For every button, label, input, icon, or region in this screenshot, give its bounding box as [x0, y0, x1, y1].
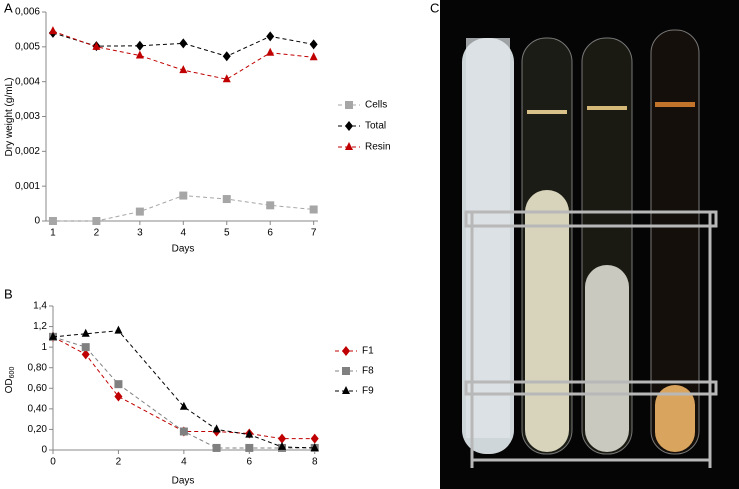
marker [49, 331, 57, 340]
x-tick-label: 8 [312, 457, 318, 468]
marker [309, 205, 318, 214]
y-tick-label: 0,001 [15, 181, 40, 192]
y-axis-label-text: OD [4, 378, 15, 393]
legend-label: Cells [365, 100, 387, 111]
legend-label: F9 [362, 386, 374, 397]
y-axis-label-sub: 600 [9, 367, 16, 379]
marker [135, 40, 144, 51]
marker [266, 201, 275, 210]
marker [81, 349, 90, 360]
marker [309, 52, 318, 61]
y-tick-label: 0,006 [15, 7, 40, 18]
y-tick-label: 1,4 [33, 301, 47, 312]
series-line [52, 336, 315, 440]
x-tick-label: 5 [224, 228, 230, 239]
marker [179, 401, 188, 410]
marker [114, 380, 123, 389]
marker [114, 325, 123, 334]
marker [48, 26, 57, 35]
y-tick-label: 0 [34, 216, 40, 227]
marker [245, 429, 254, 438]
marker [179, 38, 188, 49]
photo [440, 0, 739, 489]
panel-label: A [4, 0, 13, 15]
marker [179, 191, 188, 200]
panel-label: C [430, 0, 439, 15]
band [527, 110, 567, 114]
marker [114, 391, 123, 402]
y-tick-label: 0,60 [28, 383, 48, 394]
rack [464, 210, 718, 468]
y-tick-label: 0,003 [15, 111, 40, 122]
legend-marker [345, 142, 353, 150]
series-line [52, 330, 315, 449]
x-tick-label: 4 [181, 457, 187, 468]
marker [135, 207, 144, 216]
marker [212, 424, 221, 433]
legend-label: Resin [365, 142, 391, 153]
y-tick-label: 0,004 [15, 76, 40, 87]
panel-label: B [4, 286, 13, 301]
band [655, 102, 695, 107]
x-tick-label: 0 [50, 457, 56, 468]
marker [92, 217, 101, 225]
x-tick-label: 2 [116, 457, 122, 468]
series-line [52, 336, 315, 449]
y-tick-label: 0 [41, 445, 47, 456]
legend-marker [342, 386, 350, 394]
legend-label: F8 [362, 366, 374, 377]
marker [48, 217, 57, 225]
tube [650, 29, 700, 455]
marker [222, 51, 231, 62]
marker [179, 427, 188, 436]
x-tick-label: 2 [94, 228, 100, 239]
y-tick-label: 0,40 [28, 403, 48, 414]
marker [309, 39, 318, 50]
legend-label: F1 [362, 346, 374, 357]
y-axis-label: OD600 [4, 367, 16, 394]
x-axis-label: Days [172, 244, 195, 255]
sediment [655, 385, 695, 452]
x-tick-label: 4 [181, 228, 187, 239]
marker [278, 433, 287, 444]
x-axis-label: Days [172, 476, 195, 487]
marker [222, 195, 231, 204]
y-tick-label: 0,80 [28, 362, 48, 373]
x-tick-label: 1 [50, 228, 56, 239]
marker [81, 328, 90, 337]
legend-marker [342, 367, 350, 375]
marker [222, 74, 231, 83]
x-tick-label: 7 [311, 228, 317, 239]
marker [81, 343, 90, 352]
x-tick-label: 6 [247, 457, 253, 468]
legend-marker [342, 346, 350, 356]
marker [135, 50, 144, 59]
y-axis-label: Dry weight (g/mL) [4, 78, 15, 157]
y-tick-label: 0,005 [15, 41, 40, 52]
marker [179, 65, 188, 74]
y-tick-label: 0,20 [28, 424, 48, 435]
y-axis-label-text: Dry weight (g/mL) [4, 78, 15, 157]
marker [310, 442, 319, 451]
x-tick-label: 3 [137, 228, 143, 239]
legend-label: Total [365, 121, 386, 132]
legend-marker [345, 121, 353, 131]
y-tick-label: 1,2 [33, 321, 47, 332]
marker [266, 31, 275, 42]
marker [92, 41, 101, 50]
y-tick-label: 0,002 [15, 146, 40, 157]
band [587, 106, 627, 110]
marker [278, 441, 287, 450]
marker [266, 47, 275, 56]
marker [212, 443, 221, 452]
sediment [525, 190, 569, 452]
y-tick-label: 1 [41, 342, 47, 353]
marker [310, 433, 319, 444]
sediment [585, 265, 629, 452]
marker [245, 443, 254, 452]
x-tick-label: 6 [267, 228, 273, 239]
legend-marker [345, 101, 353, 109]
